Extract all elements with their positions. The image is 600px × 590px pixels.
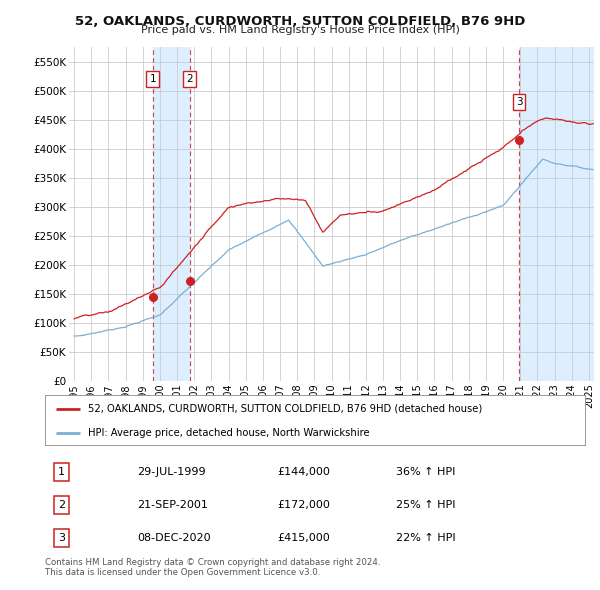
Bar [519,47,594,381]
Text: 25% ↑ HPI: 25% ↑ HPI [396,500,455,510]
Text: 29-JUL-1999: 29-JUL-1999 [137,467,205,477]
Text: £144,000: £144,000 [277,467,330,477]
Text: 3: 3 [516,97,523,107]
Text: 08-DEC-2020: 08-DEC-2020 [137,533,211,543]
Text: 22% ↑ HPI: 22% ↑ HPI [396,533,455,543]
Text: 36% ↑ HPI: 36% ↑ HPI [396,467,455,477]
Text: Contains HM Land Registry data © Crown copyright and database right 2024.: Contains HM Land Registry data © Crown c… [45,558,380,566]
Text: 1: 1 [58,467,65,477]
Text: 21-SEP-2001: 21-SEP-2001 [137,500,208,510]
Text: 52, OAKLANDS, CURDWORTH, SUTTON COLDFIELD, B76 9HD (detached house): 52, OAKLANDS, CURDWORTH, SUTTON COLDFIEL… [88,404,482,414]
Text: 2: 2 [187,74,193,84]
Text: 1: 1 [149,74,156,84]
Text: £415,000: £415,000 [277,533,330,543]
Bar [153,47,190,381]
Text: 3: 3 [58,533,65,543]
Text: HPI: Average price, detached house, North Warwickshire: HPI: Average price, detached house, Nort… [88,428,370,438]
Text: 52, OAKLANDS, CURDWORTH, SUTTON COLDFIELD, B76 9HD: 52, OAKLANDS, CURDWORTH, SUTTON COLDFIEL… [75,15,525,28]
Text: £172,000: £172,000 [277,500,330,510]
Text: This data is licensed under the Open Government Licence v3.0.: This data is licensed under the Open Gov… [45,568,320,576]
Text: Price paid vs. HM Land Registry's House Price Index (HPI): Price paid vs. HM Land Registry's House … [140,25,460,35]
Text: 2: 2 [58,500,65,510]
